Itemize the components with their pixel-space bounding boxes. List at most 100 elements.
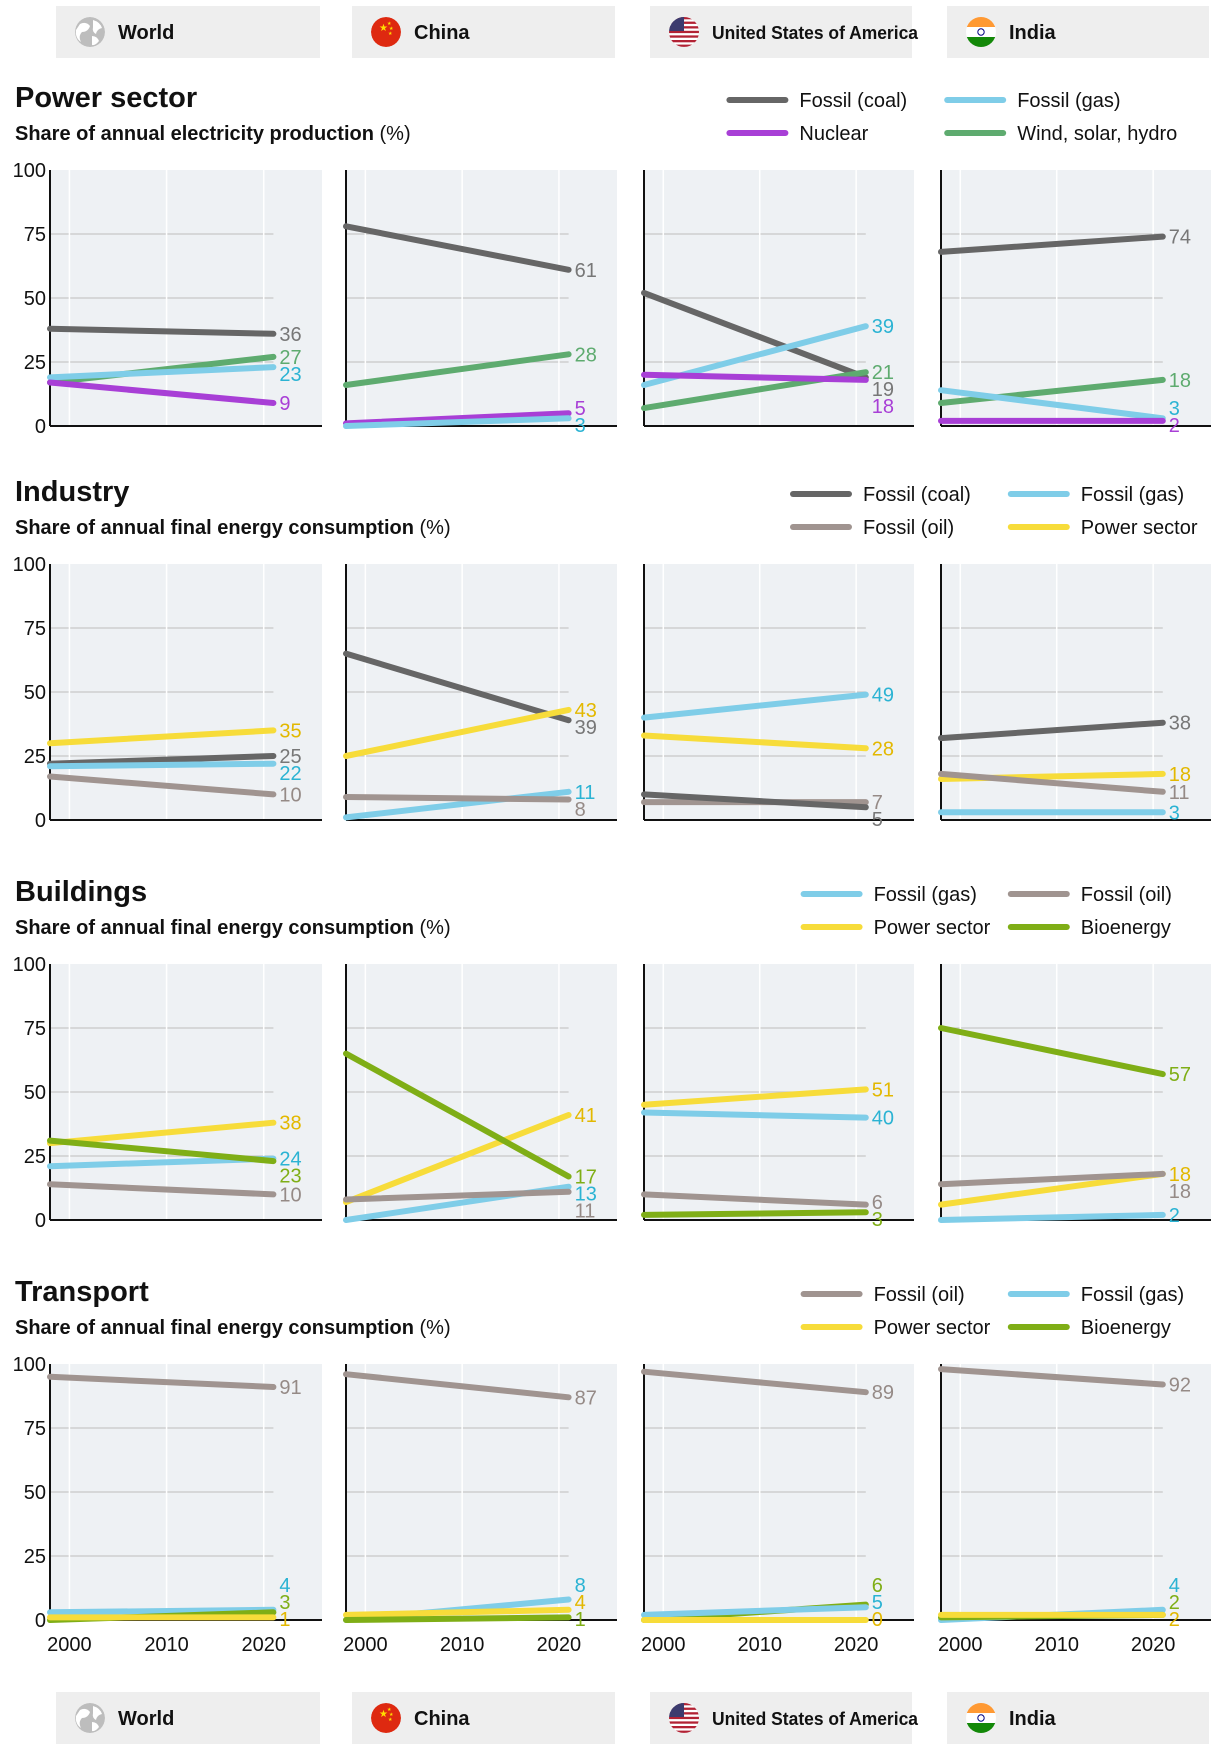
series-line-fossil-gas [938, 1211, 1166, 1223]
region-tab-china[interactable]: ★ ★★★ China [352, 1692, 615, 1744]
region-tab-world[interactable]: World [56, 1692, 320, 1744]
legend-label: Fossil (gas) [1081, 484, 1184, 506]
end-label-bioenergy: 3 [279, 1592, 290, 1614]
series-line-power-sector [343, 1606, 572, 1618]
section-subtitle-main: Share of annual electricity production [15, 123, 374, 145]
section-title: Transport [15, 1276, 149, 1308]
y-tick-label: 0 [35, 416, 46, 438]
legend-item-wind-solar-hydro: Wind, solar, hydro [944, 123, 1177, 145]
india-flag-icon [966, 17, 996, 47]
series-line-fossil-coal [938, 719, 1166, 742]
svg-text:★: ★ [387, 1707, 392, 1713]
section-subtitle-main: Share of annual final energy consumption [15, 917, 414, 939]
end-label-fossil-gas: 49 [872, 685, 894, 707]
end-label-nuclear: 5 [575, 398, 586, 420]
panel-united-states-of-america: 51 40 63 [641, 964, 914, 1231]
legend-label: Power sector [874, 917, 991, 939]
legend-label: Fossil (oil) [874, 1284, 965, 1306]
y-tick-label: 0 [35, 810, 46, 832]
end-label-fossil-gas: 13 [575, 1183, 597, 1205]
series-line-fossil-oil [938, 1366, 1166, 1388]
end-label-bioenergy: 3 [872, 1209, 883, 1231]
series-line-bioenergy [641, 1209, 869, 1218]
end-label-fossil-coal: 19 [872, 379, 894, 401]
series-line-power-sector [641, 1086, 869, 1108]
legend-label: Wind, solar, hydro [1017, 123, 1177, 145]
end-label-bioenergy: 1 [575, 1609, 586, 1631]
x-tick-label: 2010 [737, 1634, 782, 1656]
legend-item-power-sector: Power sector [800, 917, 991, 939]
legend-item-fossil-gas: Fossil (gas) [944, 90, 1121, 112]
panel-china: 61 28 53 [343, 170, 617, 437]
end-label-power-sector: 28 [872, 738, 894, 760]
region-tab-united-states-of-america[interactable]: United States of America [650, 1692, 919, 1744]
end-label-fossil-coal: 25 [279, 746, 301, 768]
svg-text:★: ★ [387, 21, 392, 27]
series-line-bioenergy [343, 1050, 572, 1180]
legend-item-fossil-oil: Fossil (oil) [1007, 884, 1172, 906]
end-label-wind-solar-hydro: 27 [279, 347, 301, 369]
section-title: Industry [15, 476, 129, 508]
legend-item-fossil-gas: Fossil (gas) [1007, 484, 1184, 506]
series-line-fossil-coal [641, 289, 869, 381]
end-label-fossil-coal: 74 [1169, 227, 1191, 249]
series-line-wind-solar-hydro [343, 351, 572, 388]
end-label-fossil-gas: 5 [872, 1592, 883, 1614]
end-label-wind-solar-hydro: 18 [1169, 370, 1191, 392]
x-tick-label: 2020 [834, 1634, 879, 1656]
legend-item-power-sector: Power sector [1007, 517, 1198, 539]
y-tick-label: 25 [24, 1546, 46, 1568]
series-line-fossil-oil [938, 1170, 1166, 1188]
series-line-bioenergy [47, 1137, 277, 1165]
section-subtitle-unit: (%) [414, 1317, 451, 1339]
region-tab-row-top: World ★ ★★★ China United States of America In… [56, 6, 1209, 58]
section-title: Power sector [15, 82, 197, 114]
legend-item-fossil-oil: Fossil (oil) [790, 517, 954, 539]
end-label-fossil-oil: 11 [1169, 782, 1190, 804]
usa-flag-icon [669, 17, 699, 47]
end-label-fossil-oil: 10 [279, 784, 301, 806]
legend-item-fossil-coal: Fossil (coal) [790, 484, 971, 506]
y-tick-label: 50 [24, 1482, 46, 1504]
y-tick-label: 100 [13, 160, 46, 182]
end-label-bioenergy: 57 [1169, 1064, 1191, 1086]
x-tick-label: 2010 [144, 1634, 189, 1656]
y-tick-label: 50 [24, 682, 46, 704]
region-tab-china[interactable]: ★ ★★★ China [352, 6, 615, 58]
end-label-fossil-coal: 36 [279, 324, 301, 346]
section-subtitle: Share of annual final energy consumption… [15, 517, 451, 539]
end-label-power-sector: 41 [575, 1105, 597, 1127]
x-tick-label: 2020 [241, 1634, 286, 1656]
section-power-sector: Power sector Share of annual electricity … [13, 82, 1211, 438]
end-label-fossil-gas: 24 [279, 1149, 301, 1171]
region-tab-united-states-of-america[interactable]: United States of America [650, 6, 919, 58]
globe-icon [75, 17, 105, 47]
region-tab-label: United States of America [712, 23, 919, 43]
series-line-fossil-coal [47, 753, 277, 767]
series-line-fossil-gas [47, 760, 277, 770]
y-tick-label: 75 [24, 1418, 46, 1440]
india-flag-icon [966, 1703, 996, 1733]
svg-text:★: ★ [388, 31, 393, 37]
svg-text:★: ★ [388, 1717, 393, 1723]
series-line-fossil-gas [938, 387, 1166, 422]
end-label-fossil-gas: 40 [872, 1108, 894, 1130]
region-tab-world[interactable]: World [56, 6, 320, 58]
legend-item-power-sector: Power sector [800, 1317, 991, 1339]
end-label-power-sector: 35 [279, 720, 301, 742]
legend-item-bioenergy: Bioenergy [1007, 1317, 1171, 1339]
region-tab-label: China [414, 22, 470, 44]
section-subtitle-main: Share of annual final energy consumption [15, 517, 414, 539]
series-line-fossil-oil [47, 1181, 277, 1198]
section-subtitle-unit: (%) [374, 123, 411, 145]
series-line-fossil-coal [641, 791, 869, 811]
y-tick-label: 0 [35, 1210, 46, 1232]
y-tick-label: 25 [24, 1146, 46, 1168]
region-tab-india[interactable]: India [947, 6, 1209, 58]
legend-label: Fossil (coal) [799, 90, 907, 112]
legend-label: Power sector [1081, 517, 1198, 539]
region-tab-india[interactable]: India [947, 1692, 1209, 1744]
series-line-fossil-coal [938, 233, 1166, 255]
